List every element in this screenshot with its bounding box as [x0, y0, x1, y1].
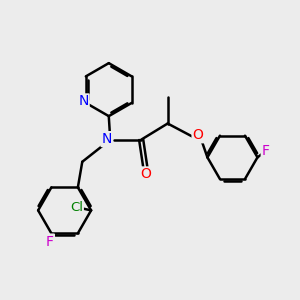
Text: O: O [140, 167, 151, 182]
Text: N: N [78, 94, 89, 108]
Text: O: O [193, 128, 203, 142]
Text: N: N [101, 132, 112, 146]
Text: Cl: Cl [70, 201, 83, 214]
Text: F: F [262, 144, 270, 158]
Text: F: F [46, 235, 54, 249]
